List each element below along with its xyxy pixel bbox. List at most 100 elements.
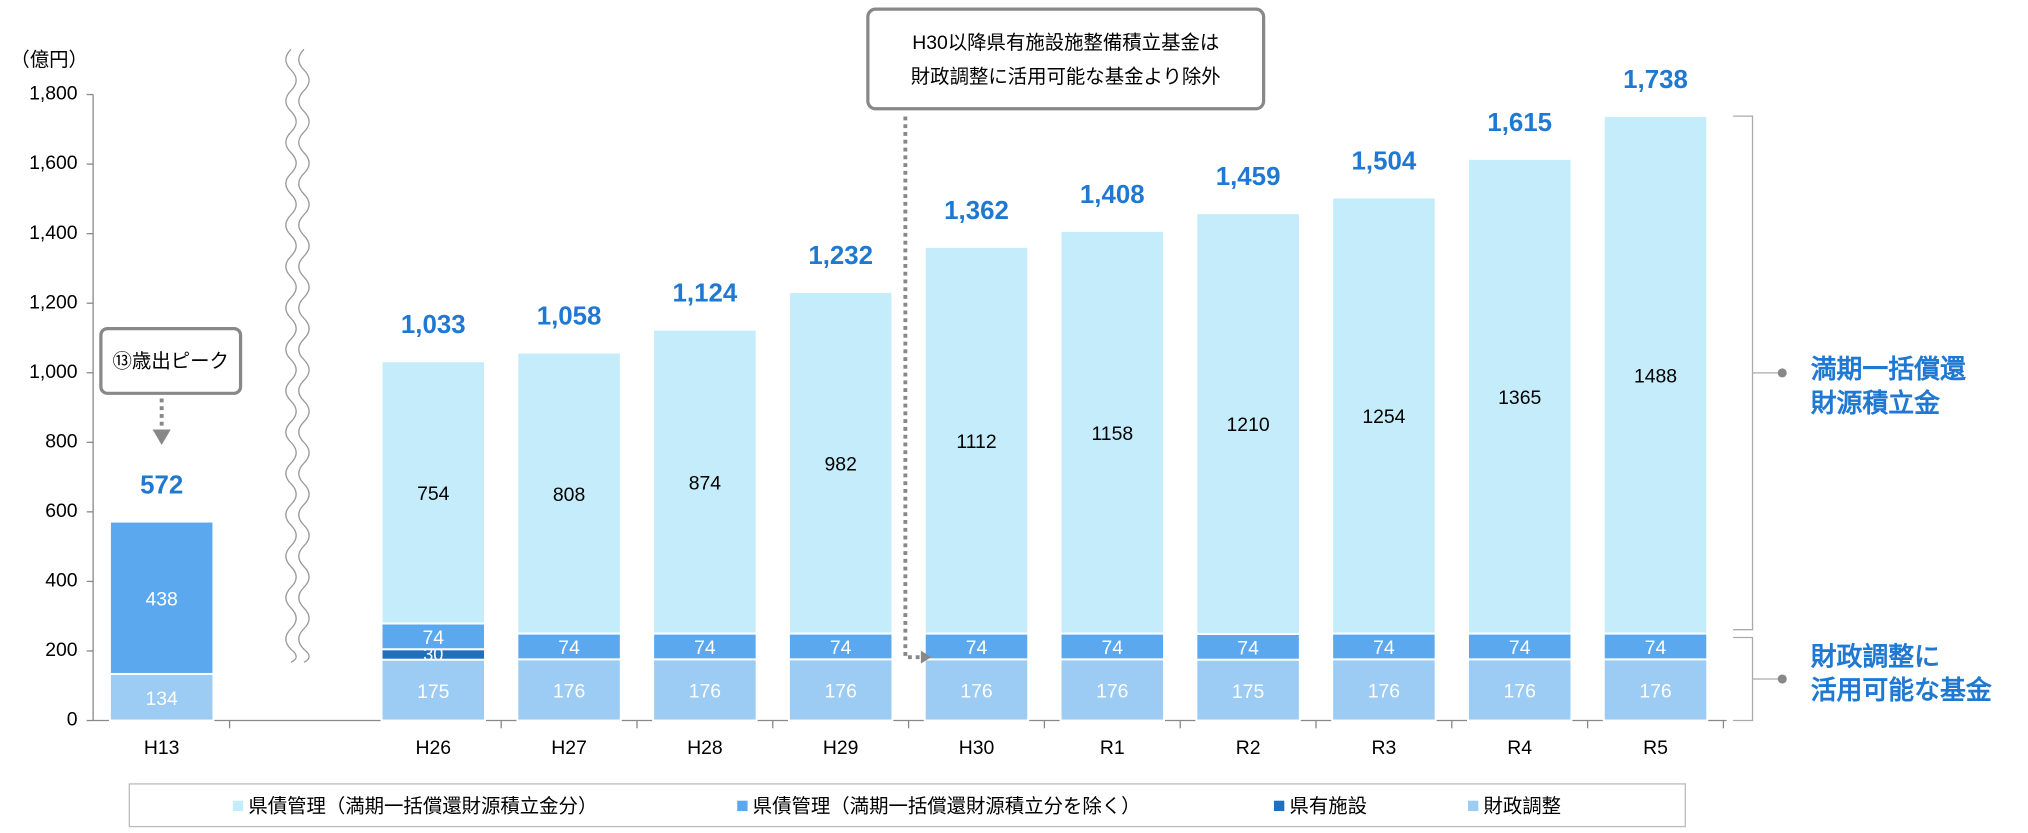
arrow-head <box>920 650 932 664</box>
bar-segment <box>923 632 1030 661</box>
axis-break <box>298 48 310 663</box>
bar-segment <box>787 632 894 661</box>
bracket-label: 財政調整に <box>1811 641 1940 671</box>
x-tick-label: R4 <box>1507 737 1532 759</box>
y-tick-label: 200 <box>45 639 78 661</box>
segment-label: 176 <box>1504 681 1536 703</box>
total-label: 1,232 <box>808 242 873 270</box>
total-label: 1,058 <box>537 302 602 330</box>
segment-label: 74 <box>1645 637 1667 659</box>
bracket-dot <box>1777 674 1787 684</box>
segment-label: 176 <box>689 681 721 703</box>
segment-label: 1158 <box>1091 423 1133 445</box>
bar-segment <box>1602 115 1709 635</box>
segment-label: 438 <box>145 588 177 610</box>
bar-segment <box>516 658 622 722</box>
bar-segment <box>923 245 1030 635</box>
y-tick-label: 600 <box>45 500 78 522</box>
x-tick-label: H30 <box>959 737 995 759</box>
legend-label: 財政調整 <box>1483 795 1561 817</box>
legend-swatch <box>1273 800 1285 812</box>
segment-label: 74 <box>558 637 580 659</box>
bar-segment <box>1059 658 1166 722</box>
bracket <box>1733 636 1754 722</box>
bar-segment <box>516 632 622 661</box>
segment-label: 74 <box>1509 637 1531 659</box>
total-label: 1,504 <box>1352 147 1417 175</box>
unit-label: （億円） <box>10 49 88 71</box>
x-tick-label: R1 <box>1100 737 1125 759</box>
note-leader <box>903 116 921 660</box>
total-label: 1,615 <box>1487 109 1552 137</box>
x-tick-label: R3 <box>1372 737 1397 759</box>
segment-label: 1112 <box>956 431 996 453</box>
x-tick-label: H26 <box>415 737 451 759</box>
x-tick-label: H28 <box>687 737 723 759</box>
bar-segment <box>380 360 486 625</box>
bar-segment <box>108 520 215 675</box>
total-label: 1,408 <box>1080 181 1145 209</box>
bar-segment <box>1331 632 1437 661</box>
bar-segment <box>652 658 758 722</box>
segment-label: 754 <box>417 483 450 505</box>
callout-text: ⑬歳出ピーク <box>113 350 229 372</box>
segment-label: 74 <box>694 637 716 659</box>
segment-label: 176 <box>1368 681 1400 703</box>
bar-segment <box>1331 658 1437 722</box>
segment-label: 74 <box>966 637 988 659</box>
segment-label: 176 <box>1096 681 1128 703</box>
note-text: 財政調整に活用可能な基金より除外 <box>911 66 1221 88</box>
bar-segment <box>787 658 894 722</box>
y-tick-label: 1,000 <box>29 361 78 383</box>
segment-label: 1365 <box>1498 387 1541 409</box>
segment-label: 74 <box>1373 637 1395 659</box>
segment-label: 74 <box>830 637 852 659</box>
bar-segment <box>1195 658 1301 722</box>
segment-label: 1488 <box>1634 366 1677 388</box>
bracket-label: 満期一括償還 <box>1811 355 1966 384</box>
bar-segment <box>1467 157 1573 635</box>
y-tick-label: 1,400 <box>29 222 78 244</box>
total-label: 1,738 <box>1623 66 1688 94</box>
total-label: 1,124 <box>673 280 738 308</box>
bar-segment <box>787 291 894 635</box>
bar-segment <box>1602 658 1709 722</box>
segment-label: 74 <box>1102 637 1124 659</box>
note-text: H30以降県有施設施整備積立基金は <box>912 32 1219 54</box>
segment-label: 176 <box>825 681 857 703</box>
segment-label: 808 <box>553 484 585 506</box>
callout-box <box>99 327 243 395</box>
segment-label: 134 <box>145 688 178 710</box>
legend-label: 県債管理（満期一括償還財源積立金分） <box>248 795 597 817</box>
x-tick-label: R2 <box>1236 737 1261 759</box>
y-tick-label: 1,200 <box>29 291 78 313</box>
bar-segment <box>923 658 1030 722</box>
segment-label: 176 <box>553 681 585 703</box>
bar-segment <box>108 672 215 722</box>
total-label: 1,362 <box>944 197 1009 225</box>
bar-segment <box>652 328 758 635</box>
y-tick-label: 1,600 <box>29 152 78 174</box>
legend-swatch <box>1467 800 1479 812</box>
x-tick-label: H13 <box>144 737 180 759</box>
x-tick-label: H29 <box>823 737 859 759</box>
x-tick-label: H27 <box>551 737 587 759</box>
legend-swatch <box>737 800 748 812</box>
bar-segment <box>516 351 622 635</box>
bar-segment <box>1059 229 1166 635</box>
total-label: 1,033 <box>401 311 466 339</box>
segment-label: 175 <box>1232 681 1264 703</box>
bracket-label: 活用可能な基金 <box>1811 675 1992 705</box>
bracket <box>1733 115 1754 631</box>
segment-label: 1210 <box>1227 414 1270 436</box>
bar-segment <box>380 622 486 651</box>
segment-label: 1254 <box>1362 406 1405 428</box>
segment-label: 74 <box>422 627 444 649</box>
total-label: 572 <box>140 472 183 500</box>
bar-segment <box>652 632 758 661</box>
legend-label: 県債管理（満期一括償還財源積立分を除く） <box>753 795 1141 817</box>
x-tick-label: R5 <box>1643 737 1668 759</box>
bracket-label: 財源積立金 <box>1811 388 1940 418</box>
